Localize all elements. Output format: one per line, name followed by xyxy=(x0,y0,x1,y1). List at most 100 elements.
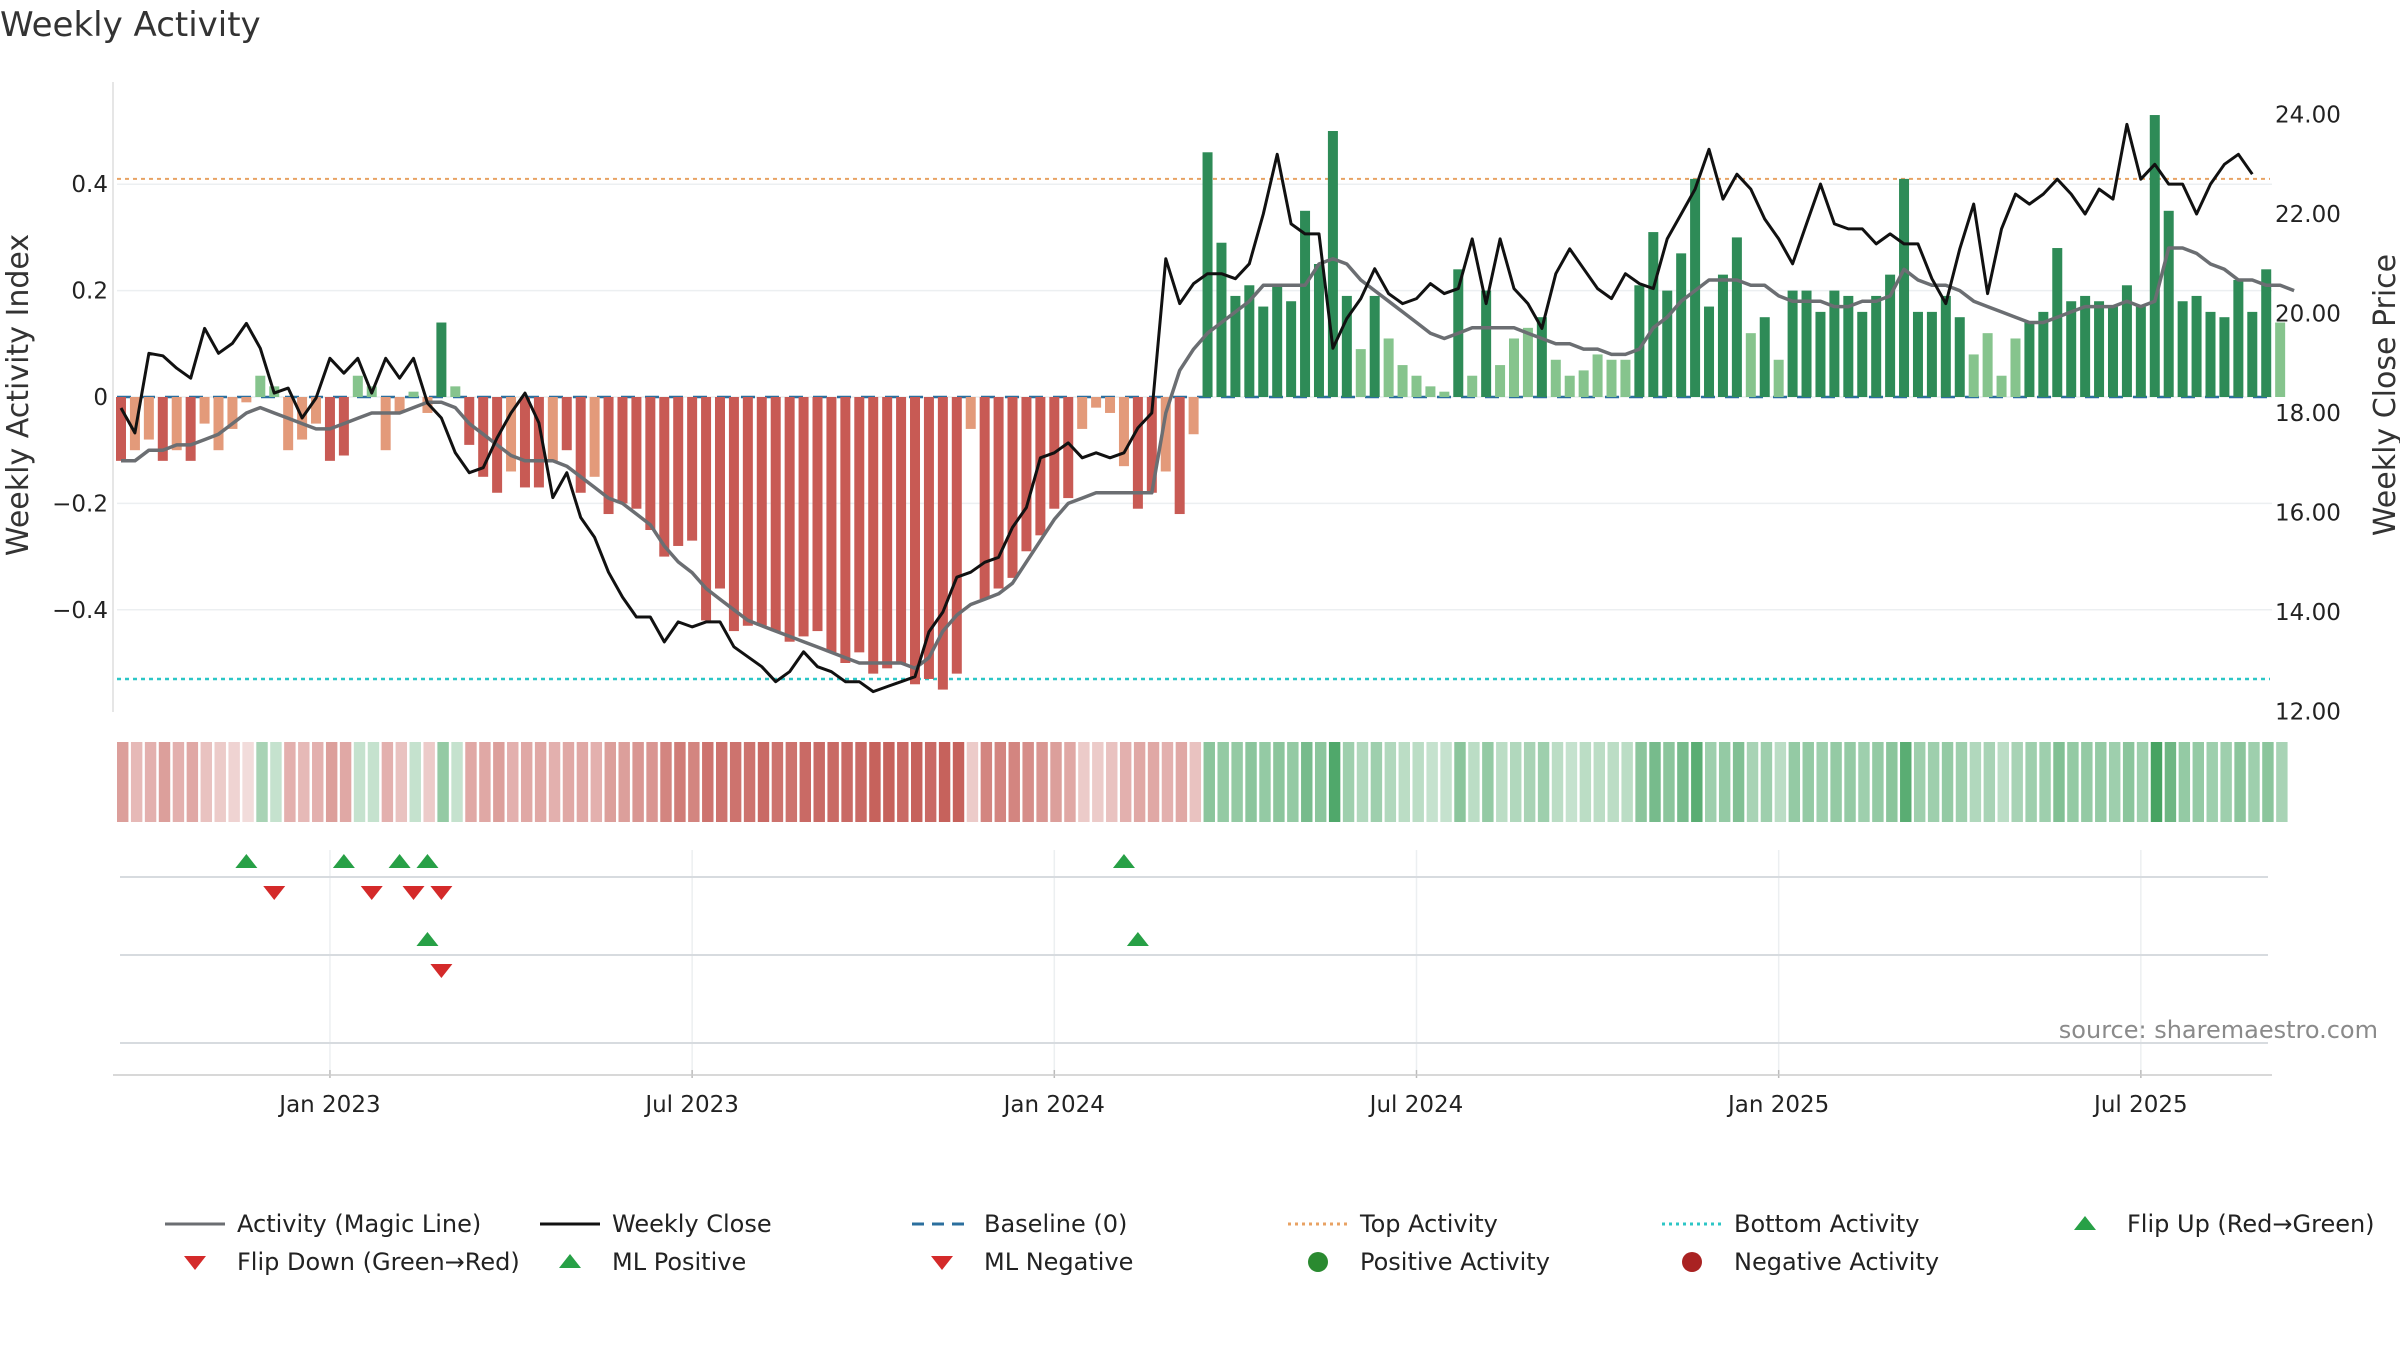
activity-bar xyxy=(1871,295,1882,397)
y-right-tick-label: 16.00 xyxy=(2275,501,2341,527)
strength-cell xyxy=(1997,742,2009,822)
activity-bar xyxy=(1383,338,1394,397)
strength-cell xyxy=(2067,742,2079,822)
activity-bar xyxy=(2024,322,2035,397)
strength-cell xyxy=(660,742,672,822)
strength-cell xyxy=(200,742,213,822)
strength-cell xyxy=(1816,742,1828,822)
y-left-tick-label: 0.4 xyxy=(71,172,108,198)
activity-bar xyxy=(1550,359,1561,397)
strength-cell xyxy=(339,742,352,822)
magic-line xyxy=(121,246,2295,671)
legend-icon-triangle-down-red xyxy=(931,1256,953,1270)
activity-bar xyxy=(1759,317,1770,397)
activity-bar xyxy=(742,397,753,626)
activity-bar xyxy=(714,397,725,589)
strength-cell xyxy=(1746,742,1759,822)
legend-icon-triangle-up-green xyxy=(559,1254,581,1268)
activity-bar xyxy=(1954,317,1965,397)
strength-cell xyxy=(1844,742,1856,822)
ml-negative-marker xyxy=(430,964,453,978)
activity-bar xyxy=(1801,290,1812,397)
activity-bar xyxy=(1495,365,1506,397)
legend-item: Negative Activity xyxy=(1682,1248,1939,1276)
strength-cell xyxy=(1412,742,1424,822)
strength-cell xyxy=(1621,742,1633,822)
flip-up-marker xyxy=(235,854,258,868)
strength-cell xyxy=(1384,742,1397,822)
strength-cell xyxy=(1245,742,1257,822)
strength-cell xyxy=(451,742,463,822)
strength-cell xyxy=(813,742,825,822)
activity-bar xyxy=(1439,391,1450,397)
strength-cell xyxy=(771,742,784,822)
activity-bar xyxy=(1077,397,1088,429)
activity-bar xyxy=(185,397,196,461)
activity-bar xyxy=(896,397,907,663)
strength-cell xyxy=(1496,742,1508,822)
activity-bar xyxy=(157,397,168,461)
activity-bar xyxy=(770,397,781,632)
activity-bar xyxy=(784,397,795,642)
strength-cell xyxy=(1356,742,1369,822)
strength-cell xyxy=(2039,742,2051,822)
activity-bar xyxy=(519,397,530,488)
activity-bar xyxy=(1648,232,1659,397)
activity-bar xyxy=(673,397,684,546)
strength-cell xyxy=(1705,742,1717,822)
strength-cell xyxy=(1523,742,1536,822)
activity-bar xyxy=(1146,397,1157,493)
legend-icon-circle-red xyxy=(1682,1252,1702,1272)
strength-cell xyxy=(980,742,993,822)
strength-cell xyxy=(1301,742,1313,822)
legend-label: Top Activity xyxy=(1359,1210,1498,1238)
activity-bar xyxy=(645,397,656,530)
grid-layer xyxy=(117,183,2272,1070)
strength-cell xyxy=(1649,742,1661,822)
strength-cell xyxy=(144,742,157,822)
strength-cell xyxy=(2178,742,2191,822)
activity-bar xyxy=(143,397,154,440)
activity-bar xyxy=(2205,311,2216,397)
strength-cell xyxy=(576,742,589,822)
strength-cell xyxy=(897,742,909,822)
strength-cell xyxy=(632,742,644,822)
strength-cell xyxy=(1677,742,1689,822)
activity-bar xyxy=(408,391,419,397)
activity-bar xyxy=(923,397,934,679)
strength-cell xyxy=(1133,742,1146,822)
activity-bar xyxy=(1425,386,1436,397)
strength-cell xyxy=(353,742,366,822)
strength-cell xyxy=(674,742,686,822)
activity-bar xyxy=(1411,375,1422,397)
activity-bar xyxy=(1327,131,1338,397)
strength-cell xyxy=(1036,742,1048,822)
legend-label: Flip Down (Green→Red) xyxy=(237,1248,520,1276)
activity-bar xyxy=(1843,295,1854,397)
activity-bar xyxy=(812,397,823,632)
strength-cell xyxy=(715,742,728,822)
strength-cell xyxy=(1147,742,1160,822)
activity-bar xyxy=(1272,285,1283,397)
activity-bar xyxy=(951,397,962,674)
activity-bar xyxy=(1815,311,1826,397)
activity-bar xyxy=(1091,397,1102,408)
activity-strength-strip xyxy=(117,742,2288,822)
x-tick-label: Jul 2023 xyxy=(643,1092,739,1118)
activity-bar xyxy=(2177,301,2188,397)
activity-bar xyxy=(547,397,558,461)
strength-cell xyxy=(1635,742,1647,822)
activity-bar xyxy=(129,397,140,451)
strength-cell xyxy=(1983,742,1996,822)
y-right-tick-label: 18.00 xyxy=(2275,401,2341,427)
activity-bar xyxy=(2247,311,2258,397)
strength-cell xyxy=(841,742,853,822)
legend-icon-circle-green xyxy=(1308,1252,1328,1272)
strength-cell xyxy=(1955,742,1968,822)
legend-item: Positive Activity xyxy=(1308,1248,1550,1276)
strength-cell xyxy=(2220,742,2232,822)
strength-cell xyxy=(2053,742,2065,822)
ml-positive-marker xyxy=(416,932,439,946)
strength-cell xyxy=(2136,742,2149,822)
